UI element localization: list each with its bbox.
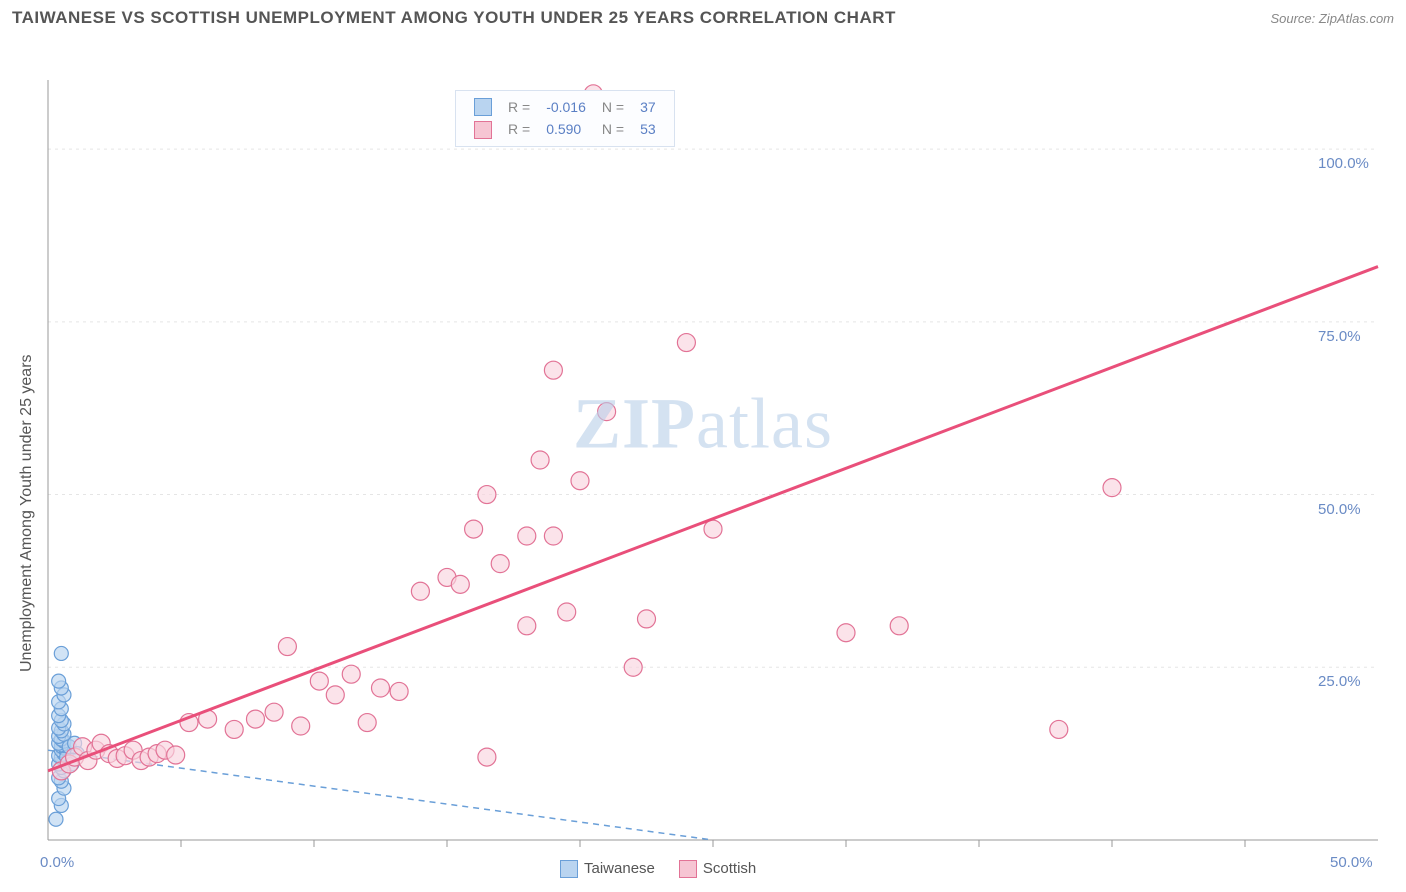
y-tick-label: 75.0% (1318, 328, 1361, 345)
chart-title: TAIWANESE VS SCOTTISH UNEMPLOYMENT AMONG… (12, 8, 896, 28)
x-tick-label: 0.0% (40, 854, 74, 871)
chart-svg (0, 32, 1406, 884)
y-axis-label: Unemployment Among Youth under 25 years (18, 354, 36, 672)
legend-correlation: R =-0.016N =37R =0.590N =53 (455, 90, 675, 147)
legend-series: TaiwaneseScottish (560, 860, 756, 878)
chart-area: ZIPatlas Unemployment Among Youth under … (0, 32, 1406, 884)
y-tick-label: 25.0% (1318, 673, 1361, 690)
x-tick-label: 50.0% (1330, 854, 1373, 871)
source-label: Source: ZipAtlas.com (1270, 11, 1394, 26)
y-tick-label: 100.0% (1318, 155, 1369, 172)
y-tick-label: 50.0% (1318, 501, 1361, 518)
